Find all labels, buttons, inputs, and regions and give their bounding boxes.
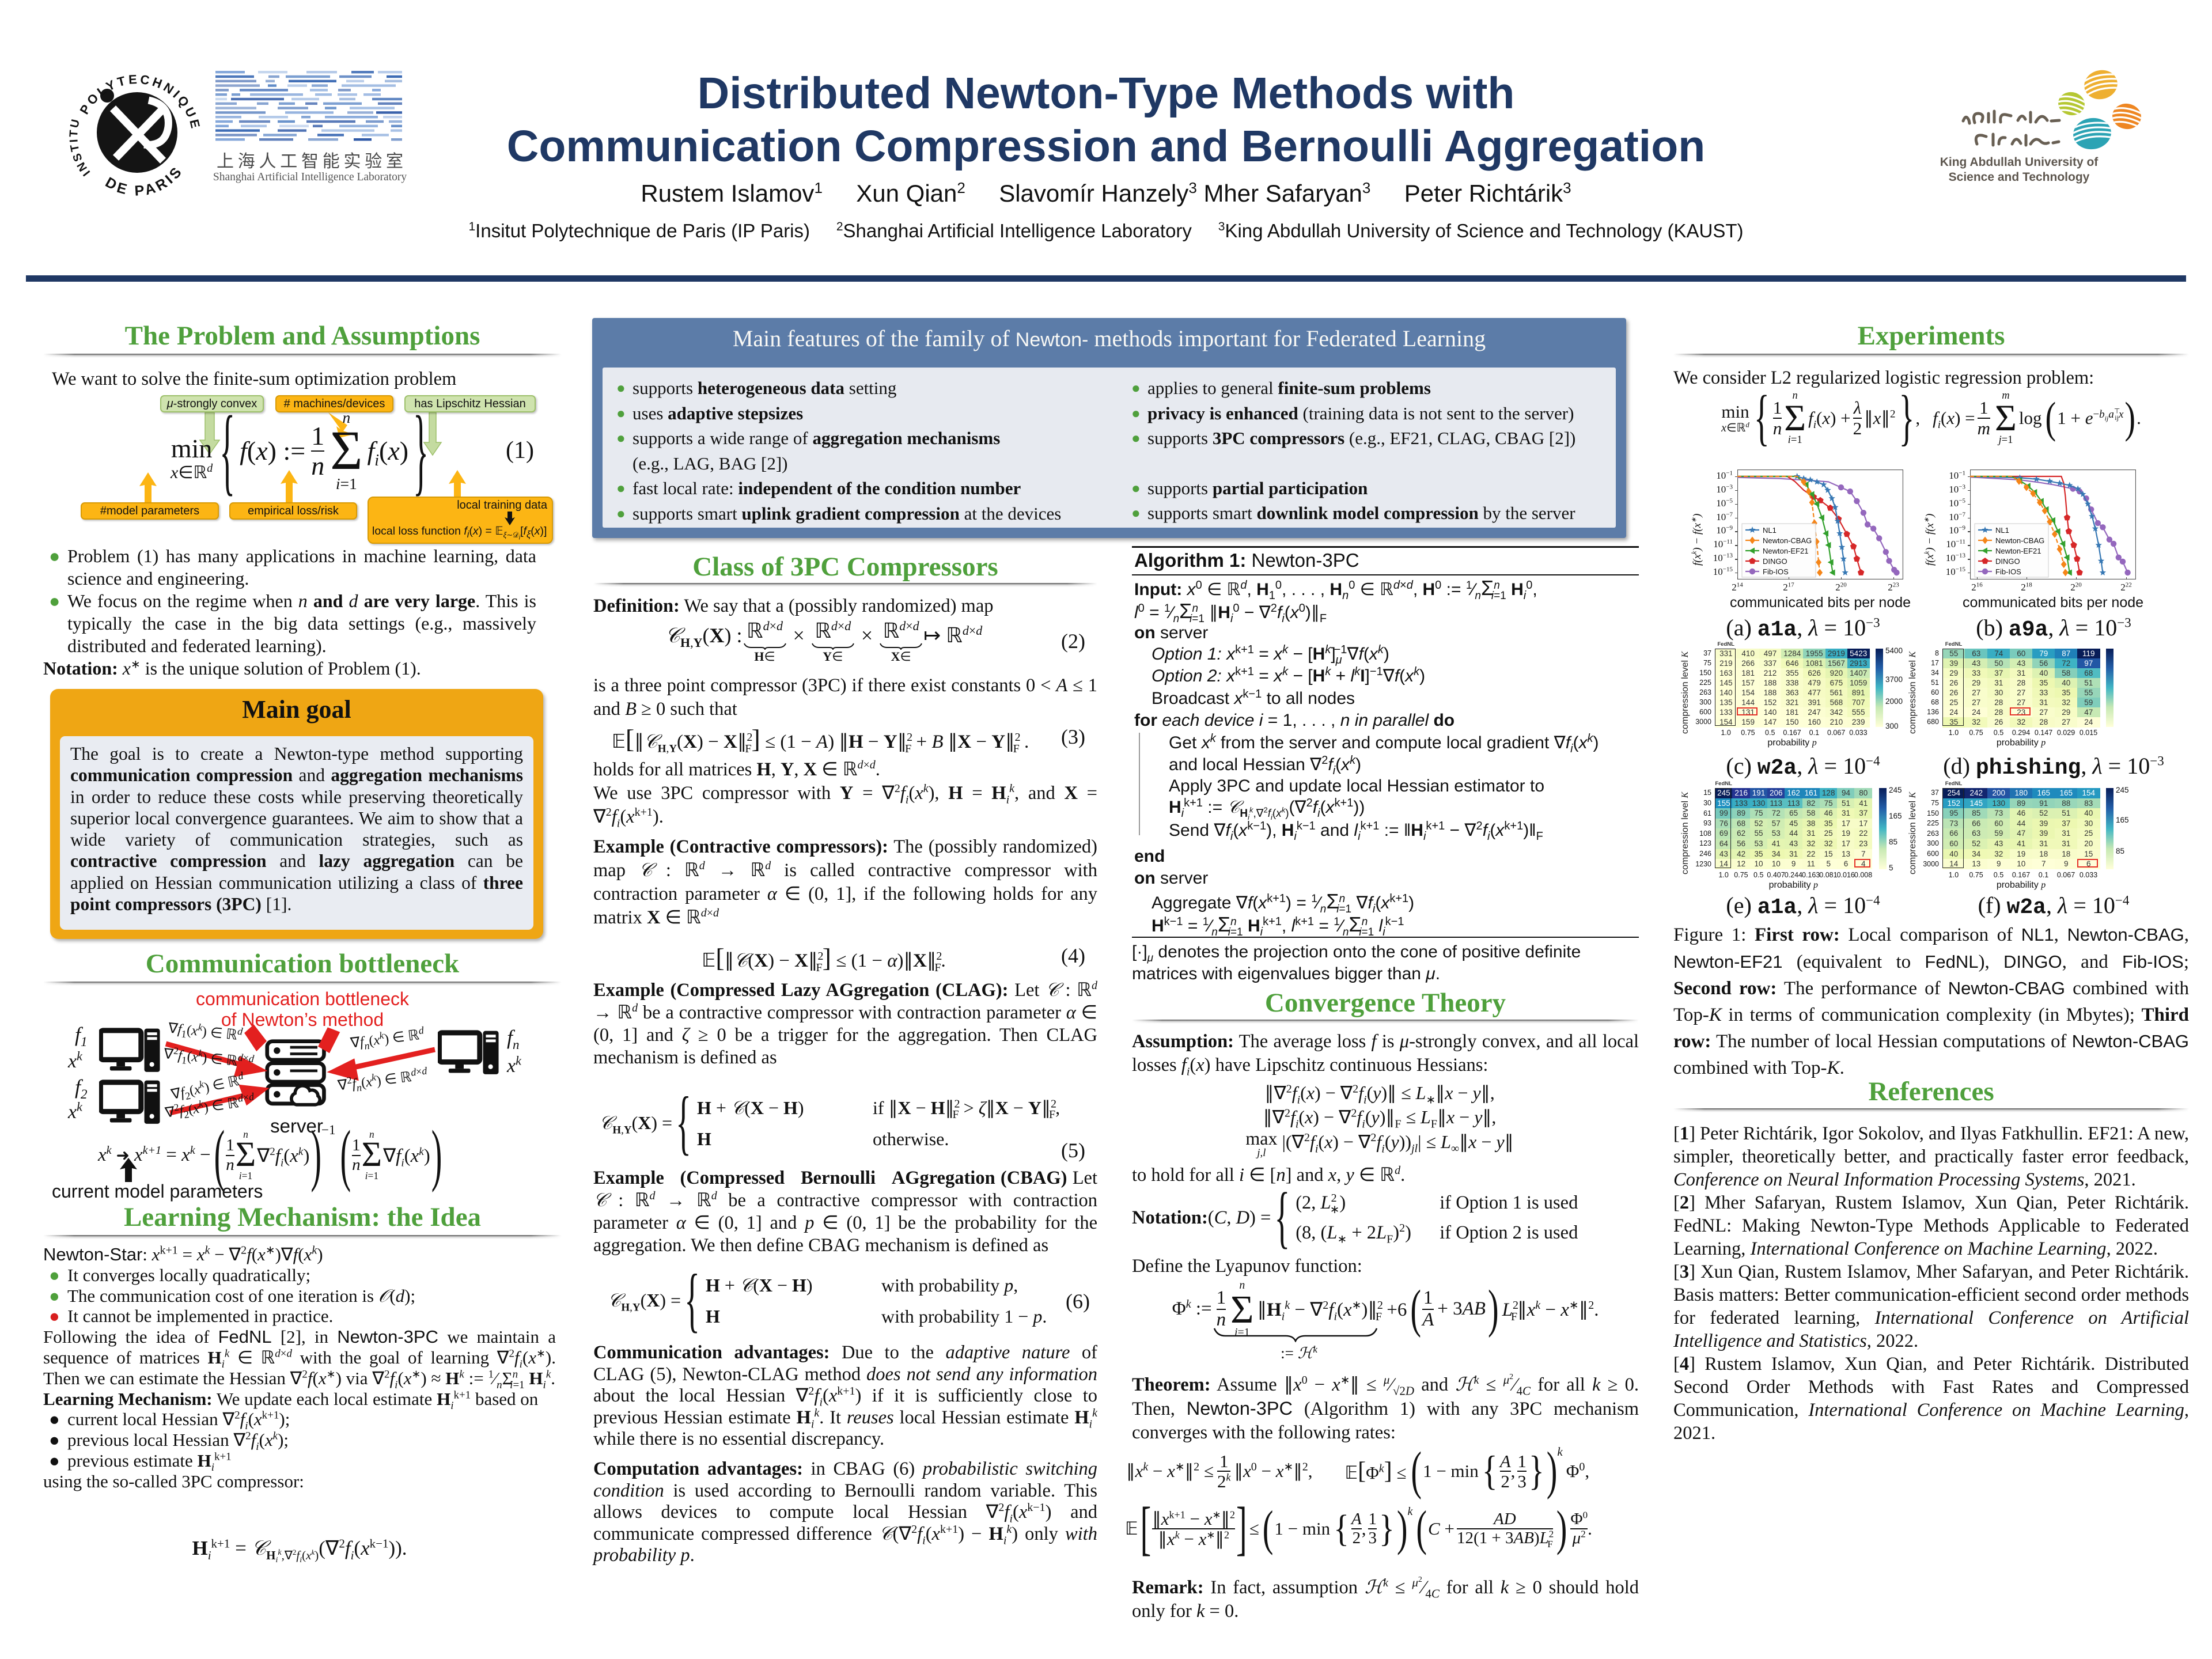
svg-text:Newton-EF21: Newton-EF21 (1763, 547, 1808, 555)
svg-text:DINGO: DINGO (1995, 557, 2020, 566)
svg-text:Newton-EF21: Newton-EF21 (1995, 547, 2041, 555)
svg-text:Fib-IOS: Fib-IOS (1995, 567, 2021, 576)
svg-text:NL1: NL1 (1763, 526, 1777, 535)
svg-text:Newton-CBAG: Newton-CBAG (1763, 536, 1812, 545)
svg-text:Newton-CBAG: Newton-CBAG (1995, 536, 2044, 545)
svg-text:DINGO: DINGO (1763, 557, 1787, 566)
svg-text:NL1: NL1 (1995, 526, 2009, 535)
svg-text:Fib-IOS: Fib-IOS (1763, 567, 1789, 576)
